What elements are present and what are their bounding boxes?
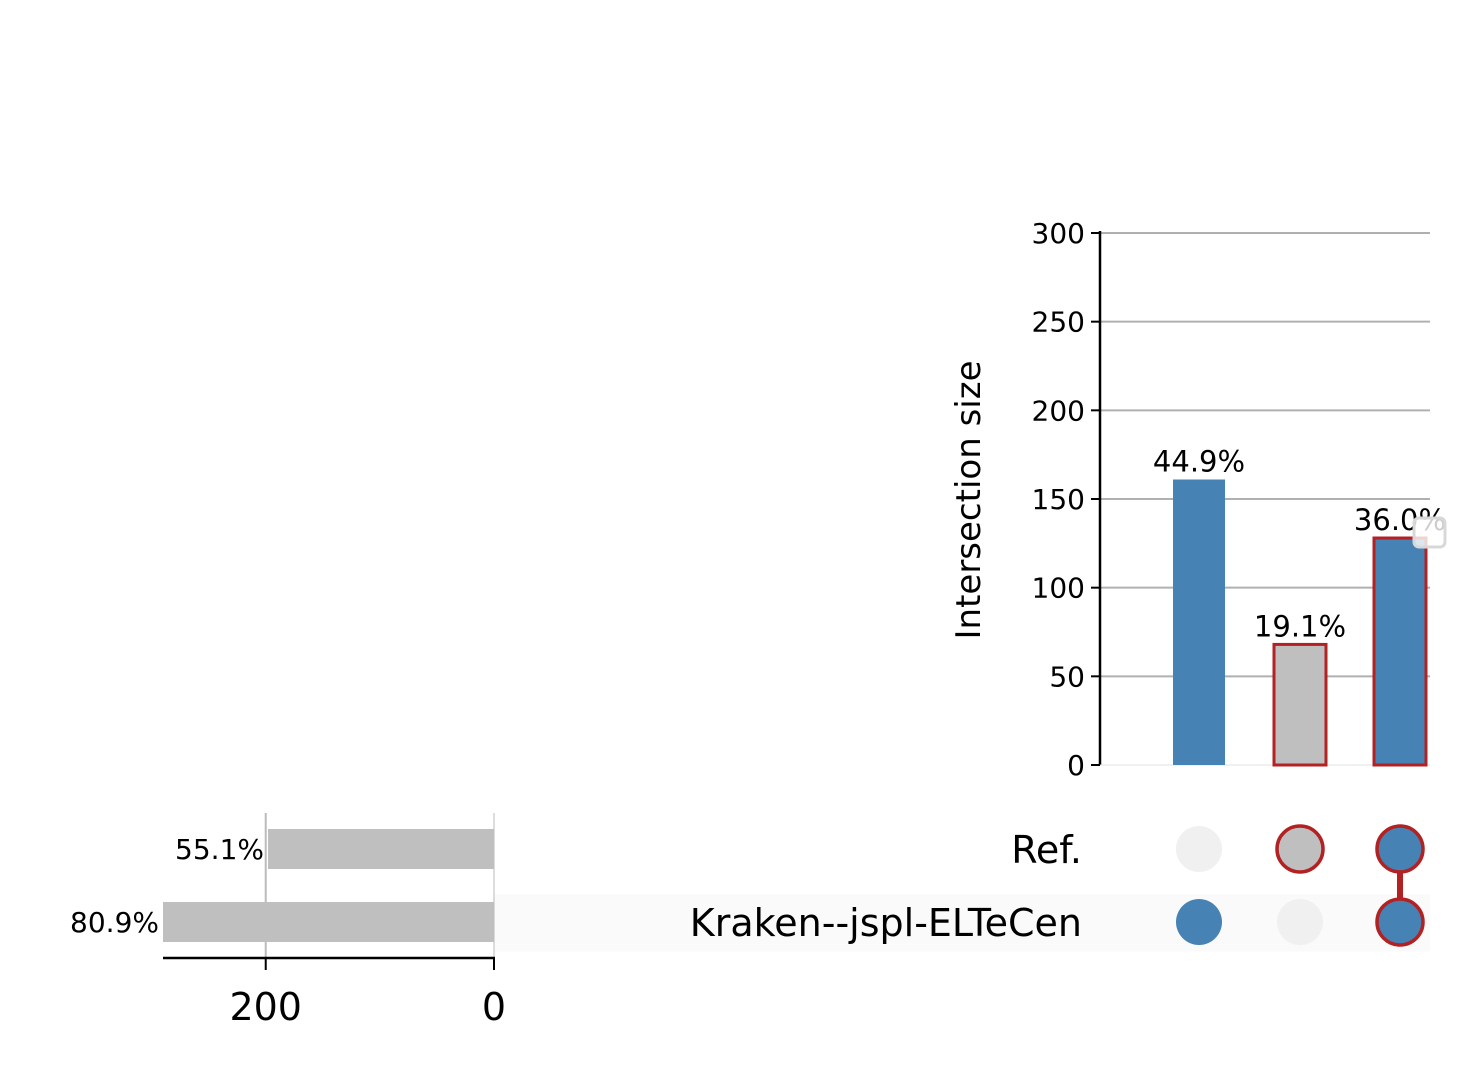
set-size-bar	[163, 902, 494, 942]
matrix-dot-inactive	[1176, 826, 1222, 872]
set-name-label: Kraken--jspl-ELTeCen	[690, 901, 1082, 945]
y-tick-label: 300	[1032, 217, 1085, 250]
row-shade	[494, 894, 1430, 952]
y-axis-label: Intersection size	[949, 361, 989, 640]
y-tick-label: 250	[1032, 306, 1085, 339]
intersection-bar	[1272, 642, 1328, 767]
y-tick-label: 100	[1032, 572, 1085, 605]
set-size-bar	[268, 829, 494, 869]
set-size-value-label: 80.9%	[70, 906, 159, 939]
y-tick-label: 200	[1032, 394, 1085, 427]
set-size-value-label: 55.1%	[175, 833, 264, 866]
matrix-dot-active	[1375, 824, 1425, 874]
bar-value-label: 44.9%	[1153, 444, 1245, 478]
y-tick-label: 150	[1032, 483, 1085, 516]
matrix-dot-active	[1375, 897, 1425, 947]
legend-box	[1412, 516, 1447, 549]
set-size-tick-label: 200	[229, 985, 302, 1029]
matrix-dot-active	[1275, 824, 1325, 874]
matrix-dot-active	[1176, 899, 1222, 945]
set-size-tick-label: 0	[482, 985, 506, 1029]
bar-value-label: 19.1%	[1254, 609, 1346, 643]
set-name-label: Ref.	[1011, 828, 1082, 872]
matrix-dot-inactive	[1277, 899, 1323, 945]
y-tick-label: 50	[1049, 660, 1085, 693]
y-tick-label: 0	[1067, 749, 1085, 782]
intersection-bar	[1372, 536, 1428, 767]
intersection-bar	[1173, 479, 1225, 765]
